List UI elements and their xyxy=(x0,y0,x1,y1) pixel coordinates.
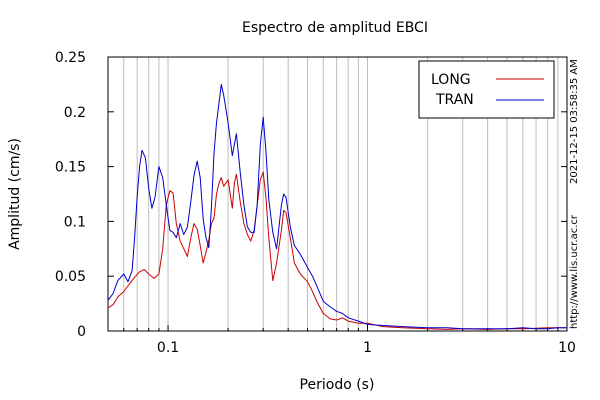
legend-label-long: LONG xyxy=(431,72,471,88)
y-tick-label: 0.1 xyxy=(64,214,86,230)
legend: LONG TRAN xyxy=(418,60,555,119)
plot-frame xyxy=(107,56,568,332)
x-axis-title: Periodo (s) xyxy=(300,377,375,393)
x-tick-label: 1 xyxy=(363,340,372,356)
y-tick-label: 0.05 xyxy=(55,269,86,285)
axis-ticks xyxy=(108,56,567,332)
timestamp-label: 2021-12-15 03:58:35 AM xyxy=(569,59,580,184)
chart-title: Espectro de amplitud EBCI xyxy=(242,20,428,36)
axis-tick-labels: 0.1 1 10 0 0.05 0.1 0.15 0.2 0.25 xyxy=(55,50,576,356)
series-layer xyxy=(107,83,567,330)
y-tick-label: 0.15 xyxy=(55,160,86,176)
grid-lines xyxy=(123,57,559,331)
y-tick-label: 0.25 xyxy=(55,50,86,66)
series-line-long xyxy=(107,171,567,330)
legend-box xyxy=(418,60,555,119)
x-tick-label: 10 xyxy=(558,340,576,356)
legend-label-tran: TRAN xyxy=(435,92,474,108)
y-axis-title: Amplitud (cm/s) xyxy=(7,138,23,250)
y-tick-label: 0.2 xyxy=(64,105,86,121)
website-label: http://www.lis.ucr.ac.cr xyxy=(569,214,580,329)
x-tick-label: 0.1 xyxy=(157,340,179,356)
series-line-tran xyxy=(107,83,567,330)
y-tick-label: 0 xyxy=(77,324,86,340)
